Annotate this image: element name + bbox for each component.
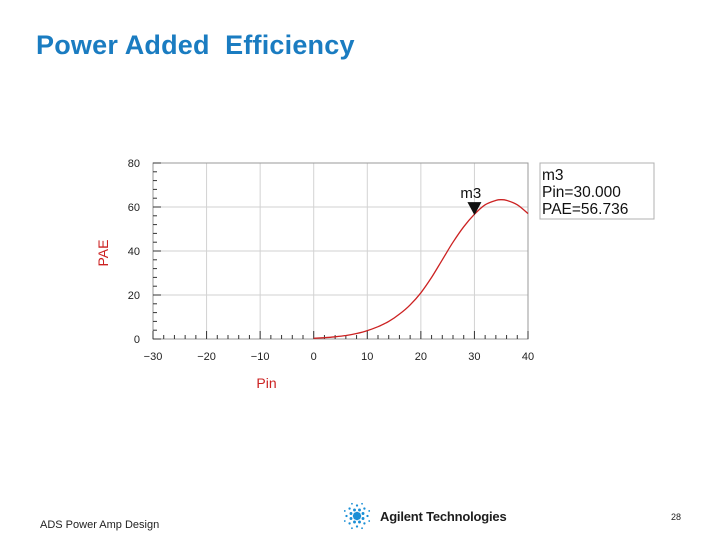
y-tick-label: 40 (128, 246, 140, 258)
spark-dot (366, 514, 369, 518)
spark-dot (349, 512, 353, 515)
spark-dot (351, 527, 353, 530)
tick-layer (152, 162, 529, 340)
y-tick-label: 0 (134, 334, 140, 346)
spark-dot (355, 504, 359, 507)
x-tick-label: 30 (468, 351, 480, 363)
slide-title: Power Added Efficiency (36, 30, 355, 60)
spark-dot (355, 525, 359, 528)
readout-line: Pin=30.000 (542, 184, 621, 201)
spark-dot (361, 502, 363, 505)
x-tick-label: −20 (197, 351, 216, 363)
spark-dot (368, 520, 371, 522)
label-layer: −30 −20 −10 0 10 20 30 40 0 20 40 60 80 Pin PAE (95, 158, 534, 391)
y-tick-label: 60 (128, 202, 140, 214)
spark-dot (343, 520, 346, 522)
y-tick-label: 80 (128, 158, 140, 170)
spark-core (355, 514, 359, 518)
spark-dot (348, 522, 351, 525)
x-tick-label: −10 (251, 351, 270, 363)
readout-frame (539, 162, 655, 220)
x-tick-label: 0 (311, 351, 317, 363)
spark-dot (348, 507, 351, 510)
y-tick-label: 20 (128, 290, 140, 302)
spark-dot (343, 510, 346, 512)
footer-left-text: ADS Power Amp Design (40, 519, 160, 531)
spark-dot (358, 520, 361, 524)
spark-dot (349, 517, 353, 520)
spark-dot (363, 507, 366, 510)
spark-dot (361, 517, 365, 520)
grid-layer (153, 163, 528, 339)
x-tick-label: 10 (361, 351, 373, 363)
brand-name: Agilent Technologies (380, 508, 507, 524)
page-number: 28 (671, 512, 682, 522)
x-tick-label: 40 (522, 351, 534, 363)
readout-line: PAE=56.736 (542, 201, 628, 218)
marker-m3-label: m3 (460, 185, 481, 202)
spark-dot (353, 520, 356, 524)
x-tick-label: −30 (144, 351, 163, 363)
spark-icon (343, 502, 371, 530)
spark-dot (353, 508, 356, 512)
pae-curve (313, 199, 529, 339)
y-axis-label: PAE (95, 240, 111, 267)
spark-dot (363, 522, 366, 525)
readout-line: m3 (542, 167, 564, 184)
spark-dot (368, 510, 371, 512)
marker-m3-triangle (467, 202, 482, 216)
x-axis-label: Pin (256, 375, 276, 391)
spark-dot (358, 508, 361, 512)
spark-dot (361, 512, 365, 515)
spark-dot (351, 502, 353, 505)
x-tick-label: 20 (415, 351, 427, 363)
brand-logo: Agilent Technologies (342, 500, 507, 532)
spark-dot (345, 514, 348, 518)
spark-dot (361, 527, 363, 530)
